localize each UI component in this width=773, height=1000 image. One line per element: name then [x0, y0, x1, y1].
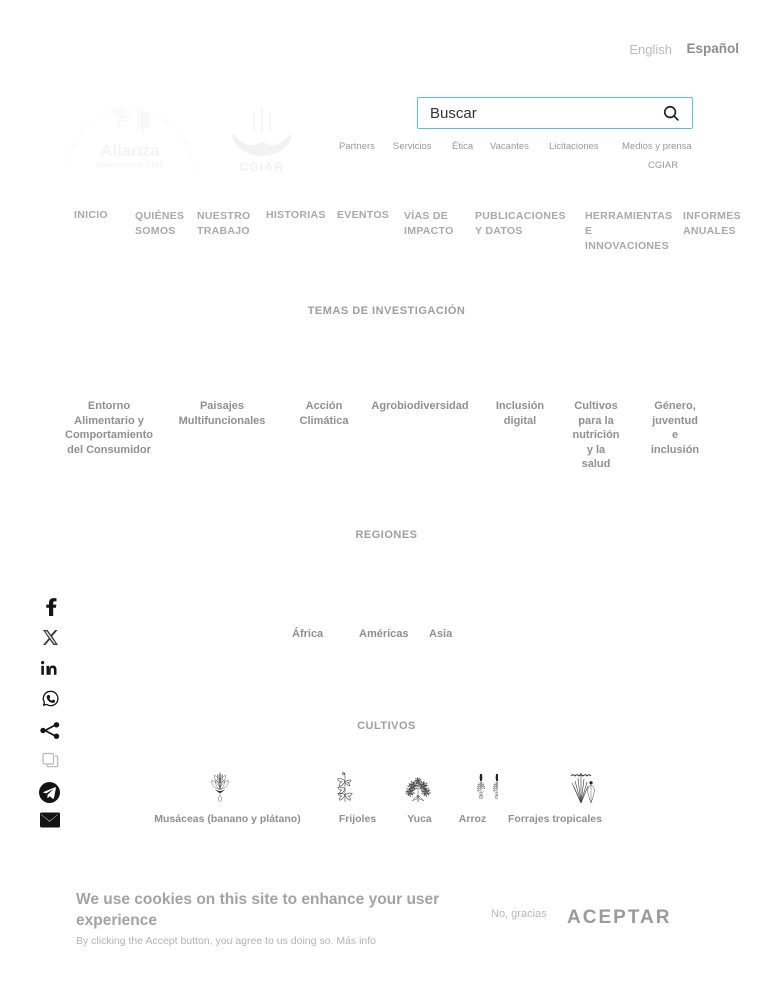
svg-text:Bioversity & CIAT: Bioversity & CIAT [96, 160, 164, 169]
svg-text:CGIAR: CGIAR [240, 160, 285, 174]
svg-text:Alianza: Alianza [100, 141, 160, 160]
